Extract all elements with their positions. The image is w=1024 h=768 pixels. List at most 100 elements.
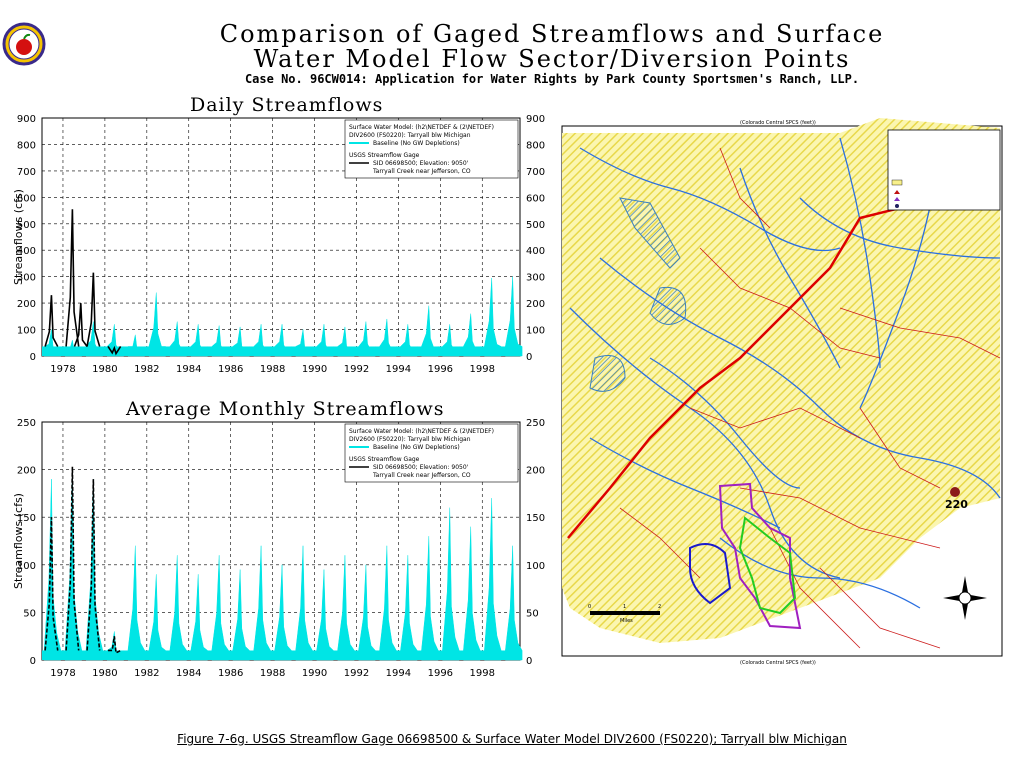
- legend-text: USGS Streamflow Gage: [349, 456, 420, 463]
- y-tick-label-left: 0: [30, 656, 36, 667]
- x-tick-label: 1988: [260, 668, 285, 679]
- svg-text:2: 2: [658, 604, 661, 610]
- wetland-area-1: [619, 197, 681, 269]
- series-model-baseflow: [42, 650, 520, 660]
- legend-text: Baseline (No GW Depletions): [373, 140, 460, 147]
- x-tick-label: 1978: [50, 668, 75, 679]
- y-tick-label-left: 700: [17, 167, 36, 178]
- y-tick-label-left: 100: [17, 561, 36, 572]
- y-tick-label-left: 200: [17, 299, 36, 310]
- green-boundary: [738, 516, 797, 615]
- map-coords-top: (Colorado Central SPCS (feet)): [740, 120, 816, 126]
- legend-text: Surface Water Model: (h2\NETDEF & (2\NET…: [349, 124, 494, 131]
- x-tick-label: 1984: [176, 364, 201, 375]
- x-tick-label: 1990: [302, 668, 327, 679]
- legend-text: Tarryall Creek near Jefferson, CO: [372, 168, 471, 175]
- figure-caption: Figure 7-6g. USGS Streamflow Gage 066985…: [177, 732, 847, 746]
- y-tick-label-left: 500: [17, 220, 36, 231]
- legend-text: USGS Streamflow Gage: [349, 152, 420, 159]
- legend-text: DIV2600 (FS0220): Tarryall blw Michigan: [349, 132, 471, 139]
- series-gage-line: [44, 209, 122, 356]
- monthly-streamflow-chart: 0 0 50 50 100 100 150 150 200 200 250 250 1978 1980 19…: [12, 418, 545, 679]
- x-tick-label: 1994: [386, 668, 411, 679]
- y-tick-label-left: 100: [17, 326, 36, 337]
- y-tick-label-right: 0: [526, 352, 532, 363]
- north-arrow-icon: [943, 576, 987, 620]
- legend-box: [344, 119, 519, 179]
- svg-text:0: 0: [588, 604, 591, 610]
- chart-legend: Surface Water Model: (h2\NETDEF & (2\NET…: [344, 423, 519, 483]
- x-tick-label: 1996: [428, 364, 453, 375]
- x-tick-label: 1988: [260, 364, 285, 375]
- y-tick-label-right: 800: [526, 140, 545, 151]
- monthly-chart-title: Average Monthly Streamflows: [126, 398, 445, 420]
- site-number-label: 220: [945, 498, 968, 511]
- y-tick-label-left: 900: [17, 114, 36, 125]
- series-model-baseflow: [42, 346, 520, 356]
- map-legend: [887, 129, 1001, 211]
- gage-marker: [950, 487, 960, 497]
- logo-icon: [2, 22, 46, 66]
- y-tick-label-right: 200: [526, 466, 545, 477]
- y-tick-label-right: 100: [526, 561, 545, 572]
- y-tick-label-left: 150: [17, 513, 36, 524]
- page-title-line2: Water Model Flow Sector/Diversion Points: [253, 45, 851, 73]
- road-network: [619, 147, 1001, 649]
- wetland-area-3: [589, 355, 626, 392]
- scale-bar: 0 1 2 Miles: [588, 604, 661, 624]
- x-tick-label: 1994: [386, 364, 411, 375]
- x-tick-label: 1992: [344, 668, 369, 679]
- y-tick-label-right: 600: [526, 193, 545, 204]
- x-tick-label: 1978: [50, 364, 75, 375]
- y-tick-label-left: 250: [17, 418, 36, 429]
- page-title-line1: Comparison of Gaged Streamflows and Surf…: [219, 20, 885, 48]
- svg-text:1: 1: [623, 604, 626, 610]
- y-tick-label-left: 0: [30, 352, 36, 363]
- highway: [567, 206, 901, 539]
- x-tick-label: 1984: [176, 668, 201, 679]
- x-tick-label: 1996: [428, 668, 453, 679]
- svg-text:Miles: Miles: [620, 618, 633, 624]
- y-tick-label-right: 400: [526, 246, 545, 257]
- y-tick-label-left: 50: [23, 608, 36, 619]
- y-tick-label-right: 500: [526, 220, 545, 231]
- y-tick-label-right: 200: [526, 299, 545, 310]
- site-map: 220 (Colorado Central SPCS (feet)) (Colo…: [561, 118, 1003, 666]
- y-tick-label-right: 100: [526, 326, 545, 337]
- legend-text: Surface Water Model: (h2\NETDEF & (2\NET…: [349, 428, 494, 435]
- y-tick-label-right: 150: [526, 513, 545, 524]
- map-coords-bottom: (Colorado Central SPCS (feet)): [740, 660, 816, 666]
- x-tick-label: 1982: [134, 668, 159, 679]
- legend-text: Tarryall Creek near Jefferson, CO: [372, 472, 471, 479]
- y-tick-label-left: 600: [17, 193, 36, 204]
- y-tick-label-right: 900: [526, 114, 545, 125]
- y-tick-label-left: 200: [17, 466, 36, 477]
- y-tick-label-right: 250: [526, 418, 545, 429]
- chart-legend: Surface Water Model: (h2\NETDEF & (2\NET…: [344, 119, 519, 179]
- y-tick-label-right: 50: [526, 608, 539, 619]
- legend-text: SID 06698500; Elevation: 9050': [373, 464, 469, 471]
- legend-text: SID 06698500; Elevation: 9050': [373, 160, 469, 167]
- x-tick-label: 1998: [470, 364, 495, 375]
- series-gage-line: [44, 466, 121, 655]
- series-model-area: [43, 276, 523, 357]
- x-tick-label: 1982: [134, 364, 159, 375]
- y-tick-label-left: 800: [17, 140, 36, 151]
- y-tick-label-left: 400: [17, 246, 36, 257]
- legend-text: DIV2600 (FS0220): Tarryall blw Michigan: [349, 436, 471, 443]
- y-tick-label-right: 300: [526, 273, 545, 284]
- page-subtitle: Case No. 96CW014: Application for Water …: [244, 72, 860, 86]
- y-tick-label-left: 300: [17, 273, 36, 284]
- y-tick-label-right: 0: [526, 656, 532, 667]
- wetland-area-2: [649, 286, 687, 325]
- y-tick-label-right: 700: [526, 167, 545, 178]
- x-tick-label: 1980: [92, 668, 117, 679]
- blue-boundary: [689, 543, 732, 605]
- y-axis-label: Streamflows (cfs): [12, 493, 25, 589]
- x-tick-label: 1980: [92, 364, 117, 375]
- daily-streamflow-chart: 0 0 100 100 200 200 300 300 400 400 500 500 600 600 70…: [12, 114, 545, 375]
- x-tick-label: 1998: [470, 668, 495, 679]
- legend-text: Baseline (No GW Depletions): [373, 444, 460, 451]
- legend-box: [344, 423, 519, 483]
- x-tick-label: 1990: [302, 364, 327, 375]
